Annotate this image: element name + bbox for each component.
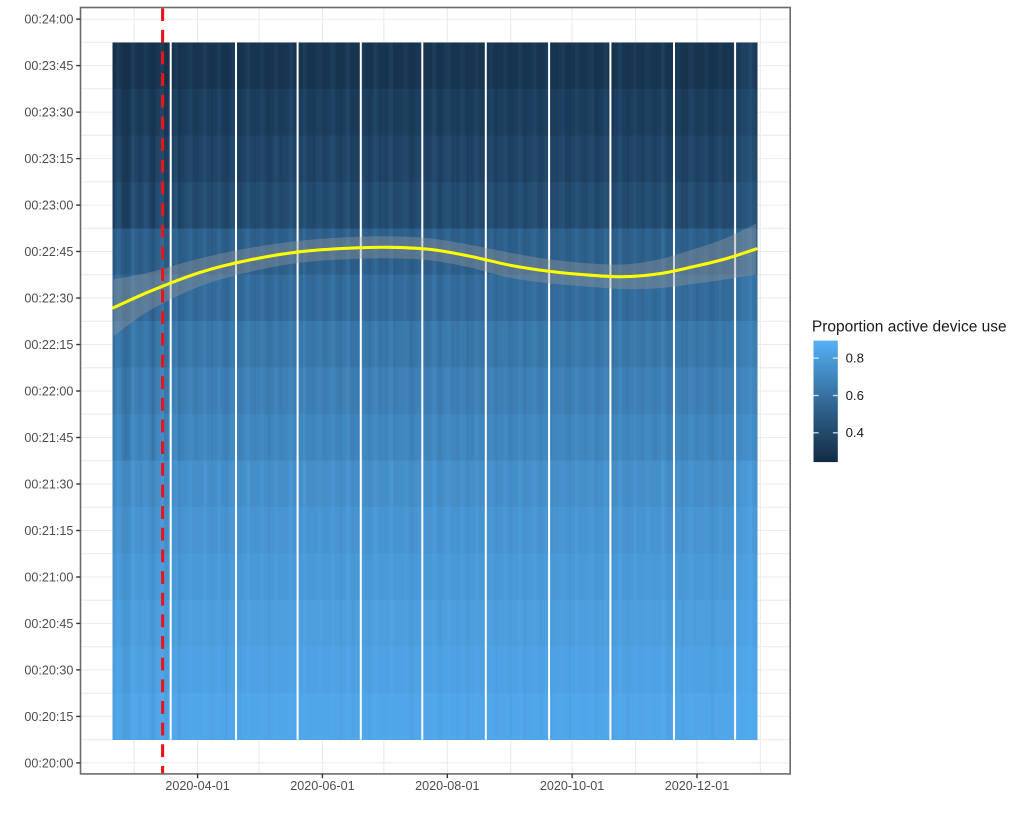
svg-text:00:22:45: 00:22:45 (24, 245, 73, 259)
svg-text:00:21:00: 00:21:00 (24, 571, 73, 585)
svg-text:0.6: 0.6 (846, 388, 864, 403)
svg-text:0.4: 0.4 (846, 425, 864, 440)
svg-text:00:22:30: 00:22:30 (24, 292, 73, 306)
svg-text:00:21:15: 00:21:15 (24, 524, 73, 538)
svg-text:00:23:30: 00:23:30 (24, 106, 73, 120)
svg-text:2020-08-01: 2020-08-01 (415, 779, 479, 793)
svg-text:00:22:15: 00:22:15 (24, 338, 73, 352)
svg-text:Proportion active device use: Proportion active device use (812, 318, 1007, 335)
svg-text:2020-10-01: 2020-10-01 (540, 779, 604, 793)
svg-text:00:21:45: 00:21:45 (24, 431, 73, 445)
svg-text:00:21:30: 00:21:30 (24, 478, 73, 492)
svg-text:2020-06-01: 2020-06-01 (290, 779, 354, 793)
svg-text:00:20:45: 00:20:45 (24, 617, 73, 631)
svg-text:00:23:00: 00:23:00 (24, 199, 73, 213)
svg-text:00:24:00: 00:24:00 (24, 13, 73, 27)
svg-text:2020-12-01: 2020-12-01 (665, 779, 729, 793)
svg-text:00:20:15: 00:20:15 (24, 710, 73, 724)
svg-text:00:23:15: 00:23:15 (24, 152, 73, 166)
svg-text:00:20:30: 00:20:30 (24, 664, 73, 678)
svg-text:00:20:00: 00:20:00 (24, 757, 73, 771)
svg-text:00:22:00: 00:22:00 (24, 385, 73, 399)
svg-text:0.8: 0.8 (846, 351, 864, 366)
svg-text:2020-04-01: 2020-04-01 (165, 779, 229, 793)
svg-text:00:23:45: 00:23:45 (24, 59, 73, 73)
